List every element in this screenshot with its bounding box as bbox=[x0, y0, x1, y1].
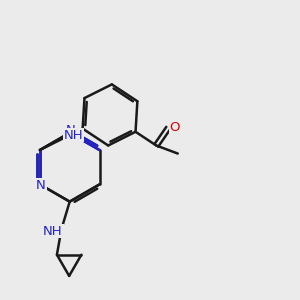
Text: NH: NH bbox=[64, 129, 84, 142]
Text: N: N bbox=[66, 124, 76, 137]
Text: O: O bbox=[169, 121, 180, 134]
Text: N: N bbox=[36, 179, 46, 192]
Text: NH: NH bbox=[43, 224, 63, 238]
